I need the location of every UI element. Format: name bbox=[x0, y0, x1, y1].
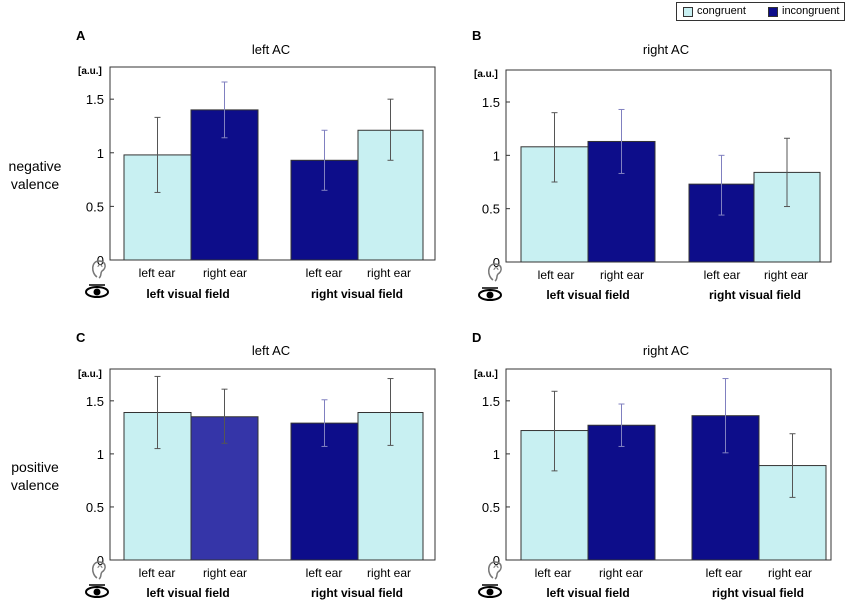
row-label-bottom-line2: valence bbox=[10, 477, 60, 493]
panel-letter-d: D bbox=[472, 330, 482, 345]
ear-icon-inner-c bbox=[97, 565, 103, 569]
x-label-d-1: right ear bbox=[598, 566, 644, 580]
group-label-b-0: left visual field bbox=[546, 288, 630, 302]
group-label-c-1: right visual field bbox=[310, 586, 403, 600]
x-label-b-2: left ear bbox=[703, 268, 741, 282]
panel-letter-b: B bbox=[472, 28, 482, 43]
x-label-c-0: left ear bbox=[138, 566, 176, 580]
x-label-a-0: left ear bbox=[138, 266, 176, 280]
x-label-c-1: right ear bbox=[202, 566, 248, 580]
panel-letter-c: C bbox=[76, 330, 86, 345]
legend-label-congruent: congruent bbox=[697, 5, 746, 17]
row-label-top-line1: negative bbox=[8, 158, 62, 174]
x-label-b-3: right ear bbox=[763, 268, 809, 282]
plot-frame-c bbox=[109, 368, 436, 561]
y-tick-label-b-0: 0 bbox=[493, 255, 500, 270]
group-label-d-1: right visual field bbox=[711, 586, 804, 600]
y-tick-label-a-2: 1 bbox=[97, 146, 104, 161]
legend: congruent incongruent bbox=[676, 2, 845, 21]
group-label-b-1: right visual field bbox=[708, 288, 801, 302]
y-tick-label-b-1: 0.5 bbox=[482, 202, 500, 217]
x-label-a-3: right ear bbox=[366, 266, 412, 280]
y-tick-label-a-1: 0.5 bbox=[86, 199, 104, 214]
group-label-d-0: left visual field bbox=[546, 586, 630, 600]
ear-icon-inner-b bbox=[493, 267, 499, 271]
x-label-c-2: left ear bbox=[305, 566, 343, 580]
group-label-a-1: right visual field bbox=[310, 287, 403, 301]
ear-icon-b bbox=[488, 263, 502, 282]
panel-letter-a: A bbox=[76, 28, 86, 43]
y-tick-label-c-1: 0.5 bbox=[86, 500, 104, 515]
legend-label-incongruent: incongruent bbox=[782, 5, 840, 17]
ear-icon-d bbox=[488, 561, 502, 580]
axis-unit-a: [a.u.] bbox=[78, 66, 102, 77]
plot-frame-d bbox=[505, 368, 832, 561]
y-tick-label-b-3: 1.5 bbox=[482, 95, 500, 110]
eye-pupil-a bbox=[93, 288, 101, 296]
x-label-d-2: left ear bbox=[705, 566, 743, 580]
row-label-bottom: positive valence bbox=[0, 458, 80, 494]
row-label-top-line2: valence bbox=[10, 176, 60, 192]
y-tick-label-c-0: 0 bbox=[97, 553, 104, 568]
axis-unit-c: [a.u.] bbox=[78, 369, 102, 380]
ear-icon-inner-a bbox=[97, 264, 103, 268]
plot-frame-b bbox=[505, 69, 832, 263]
x-label-c-3: right ear bbox=[366, 566, 412, 580]
y-tick-label-c-2: 1 bbox=[97, 447, 104, 462]
legend-swatch-congruent bbox=[683, 7, 693, 17]
eye-pupil-b bbox=[486, 291, 494, 299]
plot-frame-a bbox=[109, 66, 436, 261]
legend-swatch-incongruent bbox=[768, 7, 778, 17]
panel-title-d: right AC bbox=[642, 343, 690, 358]
x-label-b-1: right ear bbox=[599, 268, 645, 282]
y-tick-label-a-3: 1.5 bbox=[86, 92, 104, 107]
x-label-d-0: left ear bbox=[534, 566, 572, 580]
x-label-a-2: left ear bbox=[305, 266, 343, 280]
eye-pupil-d bbox=[486, 588, 494, 596]
group-label-c-0: left visual field bbox=[146, 586, 230, 600]
x-label-a-1: right ear bbox=[202, 266, 248, 280]
y-tick-label-c-3: 1.5 bbox=[86, 394, 104, 409]
panel-title-b: right AC bbox=[642, 42, 690, 57]
panel-title-c: left AC bbox=[251, 343, 291, 358]
x-label-b-0: left ear bbox=[537, 268, 575, 282]
group-label-a-0: left visual field bbox=[146, 287, 230, 301]
bar-d-1 bbox=[587, 424, 656, 561]
x-label-d-3: right ear bbox=[767, 566, 813, 580]
y-tick-label-d-2: 1 bbox=[493, 447, 500, 462]
y-tick-label-d-1: 0.5 bbox=[482, 500, 500, 515]
eye-pupil-c bbox=[93, 588, 101, 596]
y-tick-label-b-2: 1 bbox=[493, 148, 500, 163]
panel-title-a: left AC bbox=[251, 42, 291, 57]
axis-unit-d: [a.u.] bbox=[474, 369, 498, 380]
y-tick-label-d-0: 0 bbox=[493, 553, 500, 568]
row-label-top: negative valence bbox=[0, 157, 80, 193]
ear-icon-c bbox=[92, 561, 106, 580]
y-tick-label-d-3: 1.5 bbox=[482, 394, 500, 409]
ear-icon-a bbox=[92, 260, 106, 279]
row-label-bottom-line1: positive bbox=[11, 459, 59, 475]
axis-unit-b: [a.u.] bbox=[474, 69, 498, 80]
ear-icon-inner-d bbox=[493, 565, 499, 569]
